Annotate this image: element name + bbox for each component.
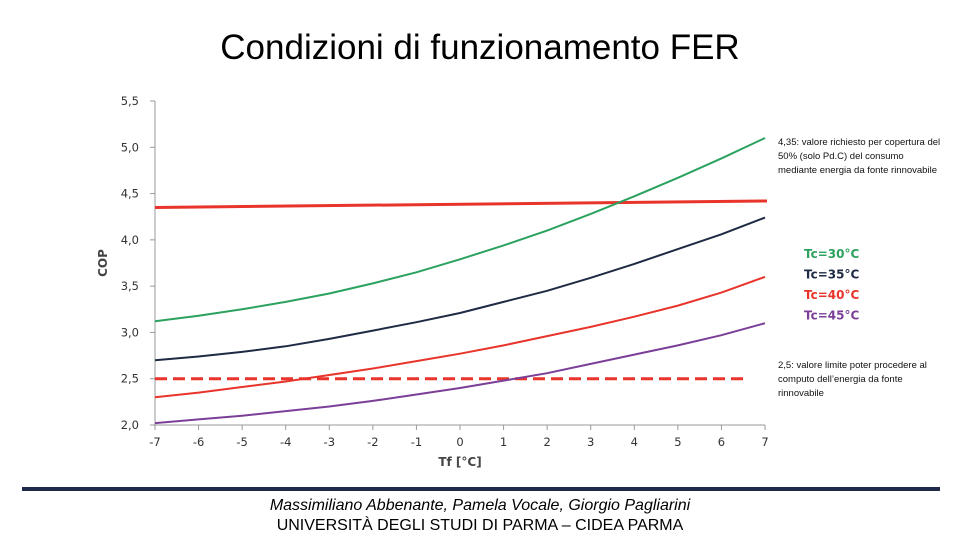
x-tick-label: 5	[674, 435, 681, 449]
series-line	[154, 322, 766, 425]
x-tick-label: 4	[631, 435, 638, 449]
chart-legend: Tc=30°C Tc=35°C Tc=40°C Tc=45°C	[804, 247, 859, 323]
y-tick-label: 3,5	[121, 279, 139, 293]
annotation-limit-cop: 2,5: valore limite poter procedere al co…	[778, 360, 927, 399]
x-tick-label: -5	[236, 435, 247, 449]
x-tick-label: -3	[324, 435, 335, 449]
series-line	[154, 137, 766, 323]
x-tick-label: -4	[280, 435, 291, 449]
y-tick-label: 4,5	[121, 187, 139, 201]
x-axis-title: Tf [°C]	[438, 455, 481, 469]
slide-title: Condizioni di funzionamento FER	[220, 28, 740, 67]
annotation-required-cop: 4,35: valore richiesto per copertura del…	[778, 137, 941, 176]
x-tick-label: 7	[761, 435, 768, 449]
y-tick-label: 5,0	[121, 140, 139, 154]
x-tick-label: 1	[500, 435, 507, 449]
footer-divider	[22, 487, 940, 491]
y-tick-label: 2,0	[121, 418, 139, 432]
legend-entry: Tc=45°C	[804, 309, 859, 323]
x-tick-label: -6	[193, 435, 204, 449]
y-tick-label: 4,0	[121, 233, 139, 247]
x-tick-label: 2	[543, 435, 550, 449]
required-cop-line	[154, 199, 768, 209]
x-tick-label: 0	[456, 435, 463, 449]
footer-organization: UNIVERSITÀ DEGLI STUDI DI PARMA – CIDEA …	[276, 517, 684, 534]
y-tick-label: 3,0	[121, 325, 139, 339]
chart-labels: 2,0 2,5 3,0 3,5 4,0 4,5 5,0 5,5 -7 -6 -5 -4 -3 -2 -1 0 1…	[96, 94, 769, 469]
y-tick-label: 5,5	[121, 94, 139, 108]
reference-lines	[154, 199, 768, 381]
series-line	[154, 216, 766, 362]
y-axis-title: COP	[96, 249, 110, 277]
series-line	[154, 275, 766, 399]
legend-entry: Tc=40°C	[804, 288, 859, 302]
legend-entry: Tc=35°C	[804, 268, 859, 282]
x-tick-label: -7	[149, 435, 160, 449]
x-tick-label: -1	[411, 435, 422, 449]
legend-entry: Tc=30°C	[804, 247, 859, 261]
x-tick-label: 3	[587, 435, 594, 449]
x-tick-label: -2	[367, 435, 378, 449]
chart-series	[154, 137, 766, 425]
x-tick-label: 6	[718, 435, 725, 449]
chart-axes	[150, 100, 766, 430]
footer-authors: Massimiliano Abbenante, Pamela Vocale, G…	[269, 497, 691, 514]
y-tick-label: 2,5	[121, 372, 139, 386]
